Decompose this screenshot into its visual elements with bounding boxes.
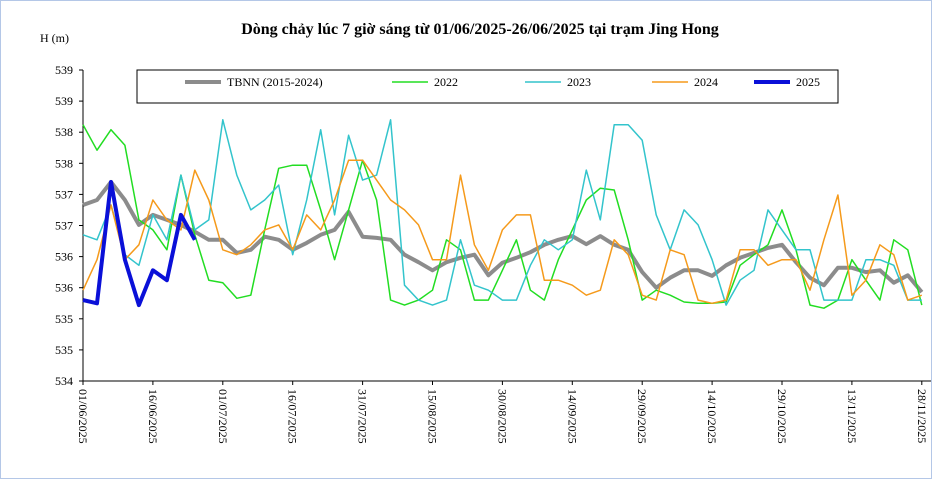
y-tick-label: 538 xyxy=(55,125,73,139)
x-tick-label: 28/11/2025 xyxy=(915,389,929,443)
y-tick-label: 539 xyxy=(55,94,73,108)
x-tick-label: 01/06/2025 xyxy=(76,389,90,444)
y-tick-label: 535 xyxy=(55,343,73,357)
legend-label: TBNN (2015-2024) xyxy=(227,75,323,89)
series-line xyxy=(82,180,924,294)
y-tick-label: 536 xyxy=(55,250,73,264)
series-line xyxy=(82,119,922,306)
legend-label: 2024 xyxy=(694,75,718,89)
y-axis-label: H (m) xyxy=(40,31,69,45)
series-line xyxy=(82,159,923,305)
legend-box xyxy=(136,69,839,104)
x-tick-label: 13/11/2025 xyxy=(845,389,859,443)
x-tick-label: 14/09/2025 xyxy=(565,389,579,444)
x-tick-label: 16/07/2025 xyxy=(286,389,300,444)
y-tick-label: 537 xyxy=(55,219,73,233)
x-tick-label: 15/08/2025 xyxy=(426,389,440,444)
y-tick-label: 535 xyxy=(55,312,73,326)
legend-label: 2025 xyxy=(796,75,820,89)
y-tick-label: 537 xyxy=(55,187,73,201)
series-line xyxy=(82,124,923,309)
x-tick-label: 16/06/2025 xyxy=(146,389,160,444)
legend-label: 2023 xyxy=(567,75,591,89)
y-tick-label: 538 xyxy=(55,156,73,170)
legend-label: 2022 xyxy=(434,75,458,89)
x-tick-label: 31/07/2025 xyxy=(356,389,370,444)
series-line xyxy=(82,180,197,308)
y-tick-label: 539 xyxy=(55,63,73,77)
chart-title: Dòng chảy lúc 7 giờ sáng từ 01/06/2025-2… xyxy=(241,21,719,38)
y-tick-label: 534 xyxy=(55,374,73,388)
x-tick-label: 14/10/2025 xyxy=(705,389,719,444)
x-tick-label: 01/07/2025 xyxy=(216,389,230,444)
x-tick-label: 30/08/2025 xyxy=(495,389,509,444)
x-tick-label: 29/09/2025 xyxy=(635,389,649,444)
x-tick-label: 29/10/2025 xyxy=(775,389,789,444)
y-tick-label: 536 xyxy=(55,281,73,295)
